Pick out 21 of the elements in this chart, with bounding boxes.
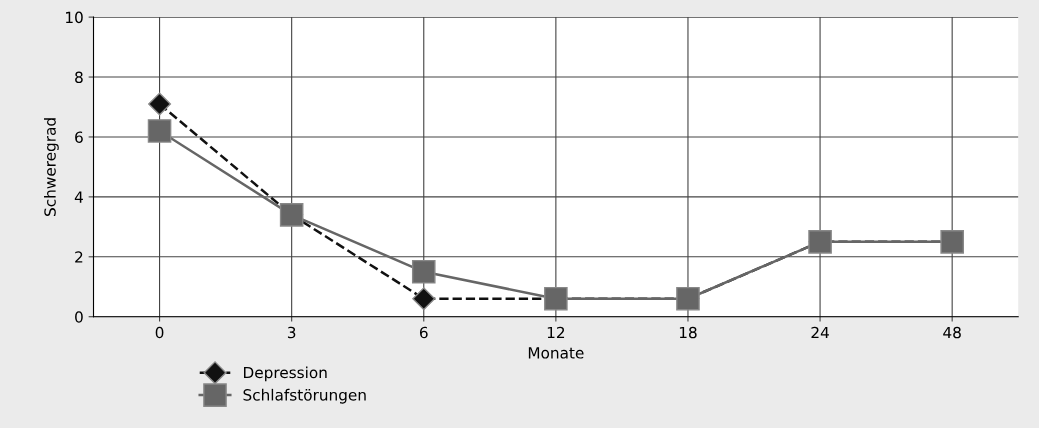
x-tick-label: 48 xyxy=(943,326,961,339)
y-tick-label: 10 xyxy=(66,11,83,24)
x-tick-label: 24 xyxy=(811,326,829,339)
y-tick-label: 0 xyxy=(75,311,83,323)
point xyxy=(148,92,172,116)
y-axis-title: Schweregrad xyxy=(44,118,59,216)
point xyxy=(412,287,436,311)
legend-label: Schlafstörungen xyxy=(243,388,366,404)
y-tick-label: 2 xyxy=(75,251,83,263)
point xyxy=(411,259,436,284)
x-tick-label: 0 xyxy=(155,326,164,339)
x-tick-label: 6 xyxy=(419,326,428,339)
y-tick-label: 8 xyxy=(75,71,83,84)
x-tick-label: 12 xyxy=(547,326,565,339)
y-tick-label: 4 xyxy=(74,191,83,203)
legend-label: Depression xyxy=(244,366,327,382)
y-tick-label: 6 xyxy=(75,131,83,143)
point xyxy=(147,119,172,143)
x-axis-title: Monate xyxy=(528,347,584,359)
x-tick-label: 18 xyxy=(679,326,697,339)
x-tick-label: 3 xyxy=(287,326,296,339)
